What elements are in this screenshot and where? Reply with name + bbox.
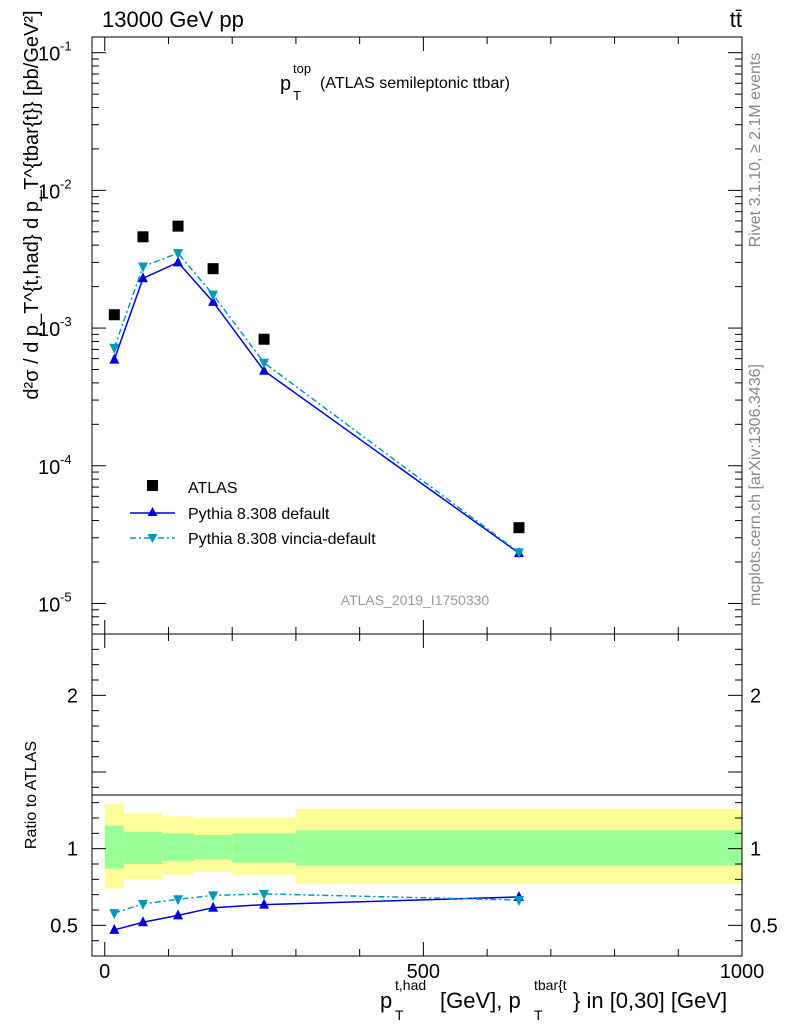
main-point-atlas: [513, 522, 525, 534]
ratio-point-vincia: [259, 889, 270, 900]
main-line-vincia: [113, 252, 520, 553]
main-point-vincia: [137, 262, 148, 273]
rivet-version-label: Rivet 3.1.10, ≥ 2.1M events: [747, 53, 764, 248]
plot-title-sup: top: [293, 61, 311, 76]
ratio-plot-frame: [91, 633, 743, 957]
ratio-x-tick-label: 1000: [720, 961, 765, 983]
ratio-x-ticks: 0 500 1000: [99, 634, 764, 983]
main-point-atlas: [258, 333, 270, 345]
main-point-vincia: [208, 290, 219, 301]
ratio-series-lines: [114, 893, 519, 931]
ratio-point-vincia: [173, 895, 184, 906]
main-y-tick-label: 10: [38, 181, 60, 203]
process-label: tt̄: [730, 7, 742, 32]
x-label-sub1: T: [395, 1007, 404, 1023]
main-point-default: [137, 272, 148, 283]
ratio-point-vincia: [137, 899, 148, 910]
ratio-point-default: [259, 898, 270, 909]
x-label-sup1: t,had: [395, 977, 426, 993]
mcplots-label: mcplots.cern.ch [arXiv:1306.3436]: [747, 364, 764, 606]
ratio-band-inner: [295, 830, 742, 866]
legend-label-atlas: ATLAS: [188, 480, 238, 497]
main-point-default: [259, 364, 270, 375]
ratio-band-inner: [232, 833, 296, 863]
legend-marker-atlas: [147, 480, 158, 491]
plot-title-sub: T: [293, 88, 301, 103]
ratio-point-default: [109, 923, 120, 934]
ratio-y-tick-label-right: 1: [750, 839, 761, 861]
main-point-vincia: [513, 548, 524, 559]
legend-label-default: Pythia 8.308 default: [188, 506, 330, 523]
main-point-default: [208, 295, 219, 306]
x-label-sub2: T: [534, 1007, 543, 1023]
main-point-vincia: [259, 358, 270, 369]
plot-title-rest: (ATLAS semileptonic ttbar): [320, 75, 510, 92]
main-y-tick-label: 10: [38, 44, 60, 66]
main-point-vincia: [173, 249, 184, 260]
main-point-atlas: [108, 309, 120, 321]
main-y-axis-label: d²σ / d p_T^{t,had} d p_T^{tbar{t}} [pb/…: [21, 10, 43, 399]
x-label-p1: p: [380, 988, 392, 1013]
ratio-band-inner: [123, 831, 163, 864]
ratio-line-default: [114, 896, 519, 931]
legend-marker-vincia: [147, 534, 158, 543]
main-point-atlas: [137, 231, 149, 243]
ratio-x-tick-label: 500: [407, 961, 440, 983]
main-y-tick-label: 10: [38, 594, 60, 616]
main-line-default: [113, 261, 520, 554]
ratio-y-tick-label-left: 2: [67, 685, 78, 707]
ratio-point-default: [173, 909, 184, 920]
main-point-vincia: [109, 343, 120, 354]
main-y-ticks: 10-510-410-310-210-1: [38, 39, 742, 635]
x-label-rest: } in [0,30] [GeV]: [573, 988, 727, 1013]
x-label-mid: [GeV], p: [440, 988, 521, 1013]
ratio-y-axis-label: Ratio to ATLAS: [23, 741, 40, 849]
x-label-sup2: tbar{t: [534, 977, 567, 993]
ratio-y-tick-label-right: 2: [750, 685, 761, 707]
main-y-tick-exponent: -2: [60, 176, 72, 191]
main-y-tick-label: 10: [38, 319, 60, 341]
main-point-default: [109, 353, 120, 364]
x-axis-label: p t,had T [GeV], p tbar{t T } in [0,30] …: [380, 977, 727, 1023]
main-point-atlas: [207, 263, 219, 275]
ratio-point-vincia: [513, 896, 524, 907]
ratio-point-vincia: [208, 891, 219, 902]
ratio-point-vincia: [109, 909, 120, 920]
ratio-y-tick-label-left: 1: [67, 839, 78, 861]
ratio-band-inner: [104, 825, 124, 869]
ratio-y-tick-label-left: 0.5: [50, 915, 78, 937]
ratio-band-inner: [162, 833, 194, 861]
ratio-panel: 0.5 0.5 1 1 2 2 0 500 1000 Ratio to ATLAS p t,h…: [23, 633, 778, 1023]
analysis-id-label: ATLAS_2019_I1750330: [341, 592, 490, 608]
legend: ATLAS Pythia 8.308 default Pythia 8.308 …: [130, 480, 376, 548]
legend-label-vincia: Pythia 8.308 vincia-default: [188, 531, 376, 548]
ratio-x-tick-label: 0: [99, 961, 110, 983]
legend-marker-default: [147, 507, 158, 516]
main-y-tick-exponent: -4: [60, 452, 72, 467]
ratio-uncertainty-bands: [104, 804, 742, 889]
ratio-y-tick-label-right: 0.5: [750, 915, 778, 937]
main-y-tick-exponent: -3: [60, 314, 72, 329]
main-series-markers: [108, 220, 525, 559]
main-point-default: [173, 256, 184, 267]
plot-title-main: p: [280, 73, 291, 95]
energy-label: 13000 GeV pp: [102, 7, 244, 32]
main-y-tick-exponent: -1: [60, 39, 72, 54]
main-panel: p top T (ATLAS semileptonic ttbar) d²σ /…: [21, 10, 743, 635]
main-y-tick-label: 10: [38, 457, 60, 479]
ratio-y-ticks: 0.5 0.5 1 1 2 2: [50, 648, 778, 942]
ratio-band-inner: [193, 834, 233, 860]
main-y-tick-exponent: -5: [60, 589, 72, 604]
ratio-point-default: [137, 916, 148, 927]
main-series-lines: [113, 252, 520, 554]
main-point-atlas: [172, 220, 184, 232]
ratio-series-markers: [109, 889, 524, 934]
ratio-point-default: [208, 901, 219, 912]
